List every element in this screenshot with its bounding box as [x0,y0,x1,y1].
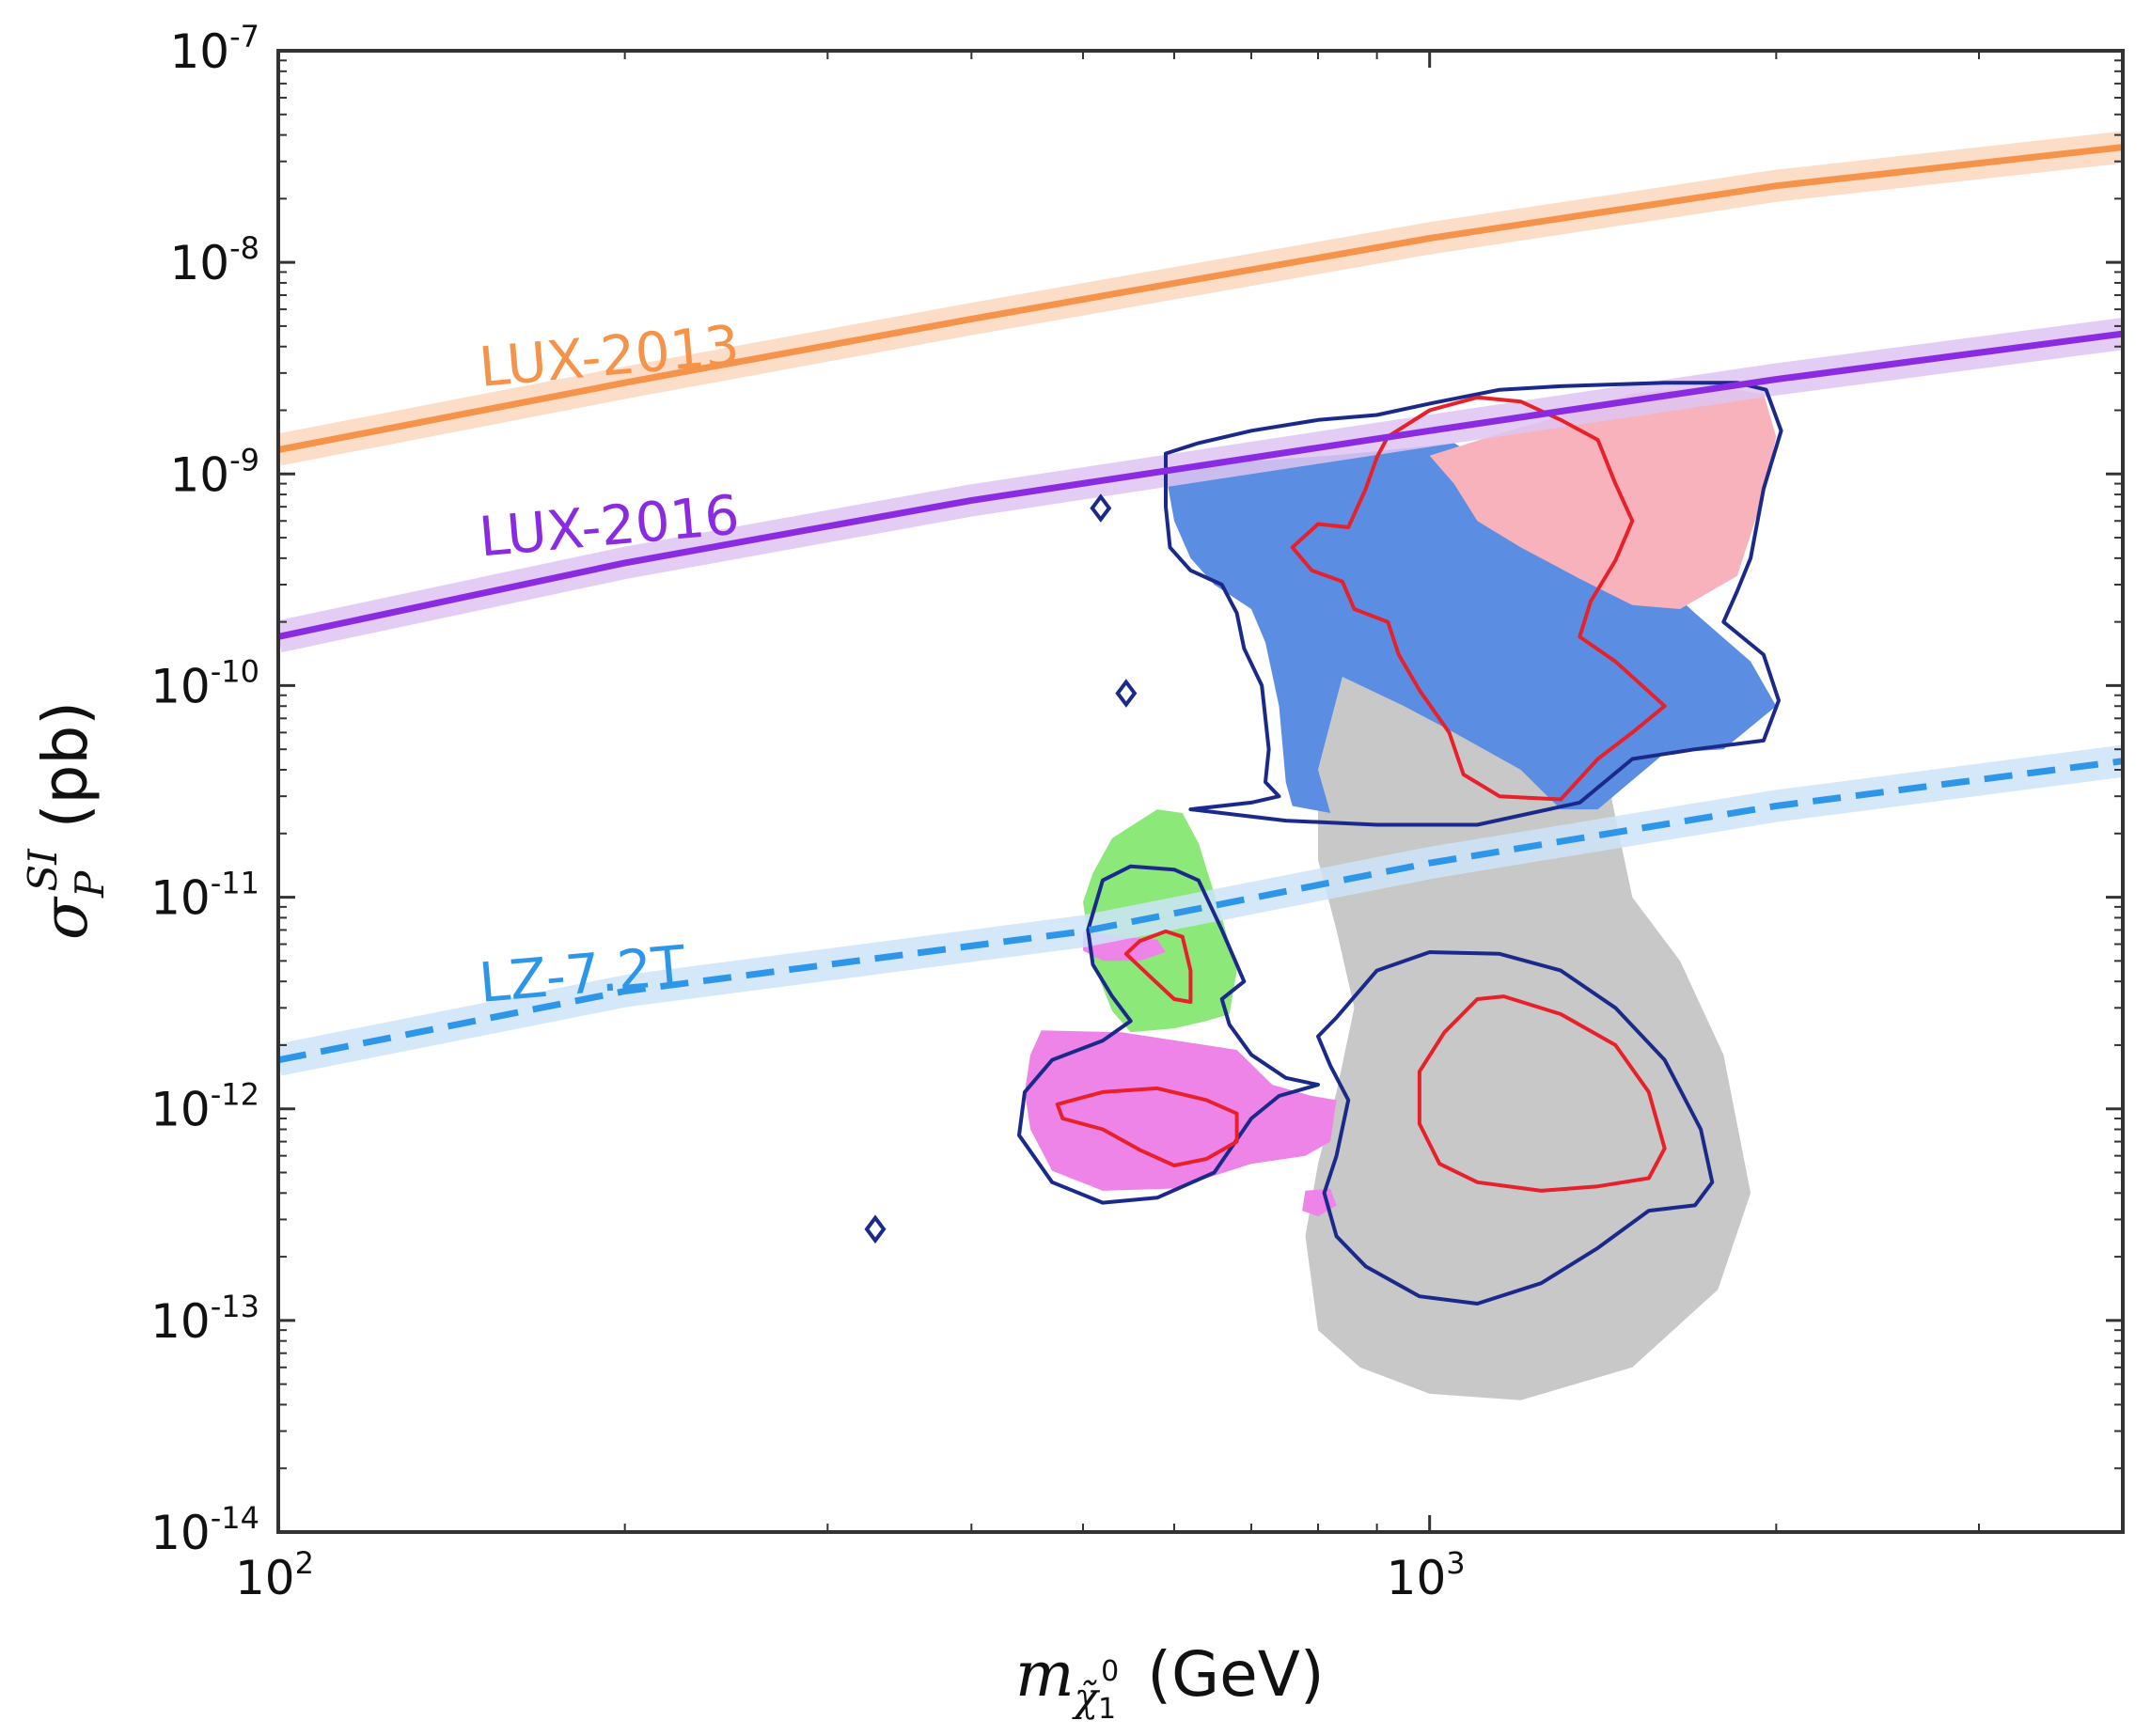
y-tick-label: 10-10 [150,653,259,713]
y-tick-base: 10 [169,236,229,290]
y-axis-symbol: σ [29,896,102,940]
x-tick-exponent: 2 [295,1545,314,1581]
y-tick-base: 10 [169,24,229,79]
y-tick-label: 10-8 [169,230,259,290]
y-tick-exponent: -11 [211,866,259,901]
navy-contour-top [1164,381,1783,827]
red-contour-top [1290,395,1667,802]
y-axis-subscript: P [67,870,113,899]
y-tick-base: 10 [169,447,229,502]
x-tick-base: 10 [1387,1551,1447,1605]
blue-region [1166,443,1777,813]
tick-labels-layer: 10-710-810-910-1010-1110-1210-1310-14102… [150,19,1466,1605]
x-axis-subscript: χ̃ [1072,1674,1101,1720]
lux-2013-line [278,144,2123,454]
navy-contour-lower-right [1316,950,1715,1306]
navy-marker-3 [864,1214,887,1244]
x-axis-sup-index: 0 [1101,1655,1119,1688]
red-contour-right [1417,994,1667,1193]
x-tick-exponent: 3 [1446,1545,1465,1581]
y-tick-base: 10 [150,1294,211,1349]
y-tick-exponent: -13 [211,1289,259,1324]
x-axis-label: mχ̃1 0 (GeV) [1015,1638,1325,1726]
x-tick-base: 10 [235,1551,295,1605]
y-tick-label: 10-11 [150,866,259,926]
y-tick-label: 10-9 [169,442,259,502]
y-tick-exponent: -10 [211,653,259,689]
y-tick-label: 10-13 [150,1289,259,1349]
y-axis-label: σPSI (pb) [20,701,113,940]
y-tick-exponent: -8 [229,230,259,266]
plot-frame [276,49,2125,1534]
gray-region [1305,642,1751,1400]
y-tick-base: 10 [150,1506,211,1560]
y-tick-label: 10-12 [150,1077,259,1137]
y-axis-unit: (pb) [29,701,102,828]
y-tick-base: 10 [150,1083,211,1137]
y-tick-exponent: -14 [211,1500,259,1536]
x-axis-symbol: m [1015,1638,1075,1711]
magenta-region [1025,1030,1337,1191]
x-axis-unit: (GeV) [1147,1638,1324,1711]
lz-7-2t-line [278,758,2123,1064]
y-tick-base: 10 [150,871,211,926]
contours-layer [864,381,1783,1306]
y-tick-exponent: -9 [229,442,259,477]
y-axis-superscript: SI [20,848,66,892]
y-tick-label: 10-7 [169,19,259,79]
y-tick-exponent: -12 [211,1077,259,1113]
limit-curves-layer [278,144,2123,1064]
y-tick-exponent: -7 [229,19,259,55]
y-tick-label: 10-14 [150,1500,259,1560]
navy-marker-1 [1090,493,1112,523]
x-tick-label: 102 [235,1545,314,1605]
navy-marker-2 [1115,679,1138,708]
x-tick-label: 103 [1387,1545,1466,1605]
pink-region [1429,385,1777,609]
lux-2016-line [278,330,2123,640]
x-axis-sub-index: 1 [1098,1693,1116,1726]
y-tick-base: 10 [150,659,211,713]
red-contour-left [1055,1086,1239,1167]
red-contour-small [1123,929,1193,1004]
regions-layer [1025,385,1777,1400]
